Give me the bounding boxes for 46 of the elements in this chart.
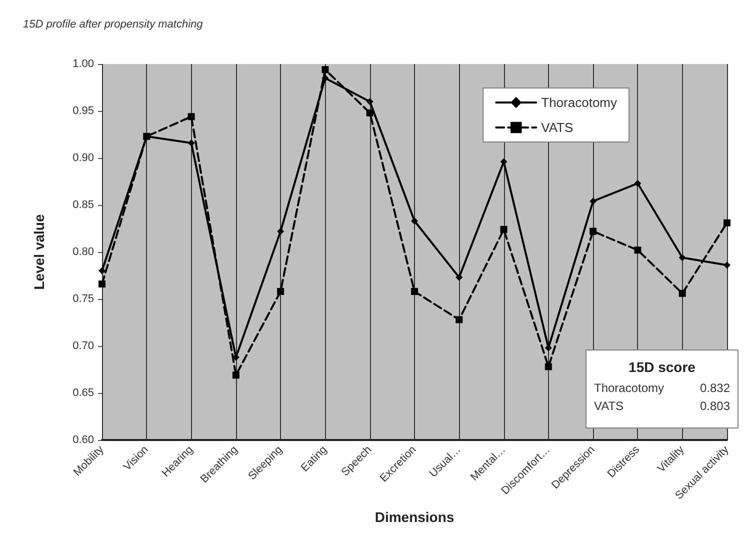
point bbox=[500, 226, 508, 233]
point bbox=[724, 219, 730, 226]
annotation: VATS bbox=[594, 399, 624, 413]
y-axis-title: Level value bbox=[31, 214, 47, 290]
y-tick-label: 0.80 bbox=[72, 246, 94, 258]
point bbox=[678, 290, 686, 297]
annotation: 15D score bbox=[628, 359, 696, 375]
point bbox=[188, 139, 195, 146]
point bbox=[678, 254, 686, 262]
point bbox=[590, 198, 597, 205]
y-tick-label: 0.85 bbox=[72, 199, 94, 211]
annotation: 0.803 bbox=[700, 399, 730, 413]
point bbox=[322, 74, 329, 82]
point bbox=[98, 280, 106, 288]
point bbox=[634, 180, 642, 187]
point bbox=[456, 274, 463, 281]
legend-label: VATS bbox=[541, 120, 574, 135]
y-tick-label: 0.65 bbox=[72, 387, 94, 399]
point bbox=[456, 316, 463, 324]
chart-title: 15D profile after propensity matching bbox=[23, 18, 204, 30]
point bbox=[724, 262, 730, 269]
legend-label: Thoracotomy bbox=[541, 95, 618, 110]
y-tick-label: 0.60 bbox=[72, 434, 94, 446]
point bbox=[366, 98, 374, 106]
point bbox=[634, 246, 642, 254]
point bbox=[366, 109, 374, 116]
point bbox=[232, 372, 240, 379]
point bbox=[277, 228, 284, 235]
annotation: 0.832 bbox=[700, 381, 730, 395]
point bbox=[277, 288, 284, 295]
y-tick-label: 0.95 bbox=[72, 105, 94, 117]
point bbox=[544, 363, 552, 370]
point bbox=[143, 132, 150, 140]
y-tick-label: 1.00 bbox=[72, 58, 94, 70]
y-tick-label: 0.90 bbox=[72, 152, 94, 164]
y-tick-label: 0.70 bbox=[72, 340, 94, 352]
point bbox=[98, 267, 106, 274]
point bbox=[411, 217, 418, 224]
point bbox=[322, 66, 329, 74]
x-axis-title: Dimensions bbox=[374, 509, 454, 525]
annotation: Thoracotomy bbox=[594, 381, 664, 395]
point bbox=[590, 228, 597, 235]
point bbox=[500, 158, 508, 166]
point bbox=[188, 113, 195, 120]
y-tick-label: 0.75 bbox=[72, 293, 94, 305]
point bbox=[411, 288, 418, 295]
